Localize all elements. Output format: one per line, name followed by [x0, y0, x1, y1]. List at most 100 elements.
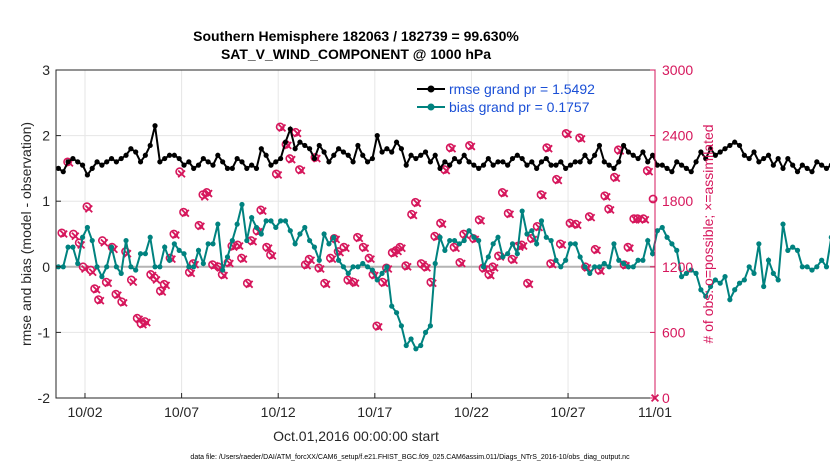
obs-assimilated-point-20 [152, 275, 161, 284]
bias-point-13 [118, 270, 124, 276]
bias-point-40 [249, 215, 255, 221]
obs-assimilated-point-106 [567, 220, 576, 229]
obs-assimilated-point-46 [278, 123, 287, 132]
bias-point-159 [823, 264, 830, 270]
y-axis-left: -2 -1 0 1 2 3 [38, 62, 61, 406]
rmse-point-119 [630, 152, 636, 158]
bias-point-64 [364, 264, 371, 270]
bias-point-104 [558, 264, 564, 270]
bias-point-131 [688, 267, 694, 273]
rmse-point-36 [229, 165, 235, 171]
bias-point-100 [538, 218, 545, 224]
obs-assimilated-point-43 [264, 244, 273, 253]
bias-point-10 [104, 264, 110, 270]
rmse-point-98 [529, 159, 535, 165]
rmse-point-37 [234, 155, 240, 162]
rmse-point-155 [804, 165, 810, 171]
rmse-point-124 [654, 162, 661, 168]
bias-point-158 [819, 257, 825, 263]
obs-assimilated-point-121 [641, 215, 650, 224]
bias-point-111 [592, 264, 598, 270]
bias-point-43 [263, 218, 269, 224]
bias-point-17 [137, 251, 144, 257]
rmse-point-32 [210, 162, 216, 168]
rmse-point-59 [340, 149, 347, 155]
rmse-point-149 [775, 155, 781, 162]
rmse-point-140 [732, 139, 738, 145]
bias-point-146 [761, 283, 767, 290]
bias-point-36 [229, 237, 235, 244]
rmse-point-143 [746, 155, 752, 162]
rmse-point-16 [133, 149, 139, 155]
bias-point-34 [220, 267, 226, 273]
bias-point-94 [509, 241, 516, 247]
rmse-point-115 [611, 165, 617, 171]
rmse-point-147 [765, 152, 772, 158]
bias-point-82 [451, 237, 458, 244]
y-right-tick-label-3: 1800 [662, 193, 693, 209]
rmse-point-60 [345, 152, 351, 158]
obs-assimilated-point-81 [448, 144, 457, 153]
obs-assimilated-point-38 [239, 255, 248, 264]
bias-point-33 [215, 221, 221, 227]
bias-point-156 [809, 267, 815, 273]
rmse-point-40 [249, 162, 255, 168]
bias-series-markers [55, 201, 830, 352]
bias-point-99 [534, 241, 540, 247]
obs-assimilated-point-104 [558, 240, 567, 249]
obs-assimilated-point-59 [341, 244, 350, 253]
rmse-point-108 [577, 159, 583, 165]
rmse-point-76 [422, 149, 429, 155]
obs-assimilated-point-69 [390, 249, 399, 258]
x-tick-label-2: 10/12 [261, 404, 296, 420]
bias-point-137 [717, 280, 723, 286]
bias-point-112 [596, 264, 603, 270]
obs-assimilated-point-12 [113, 291, 122, 300]
rmse-point-64 [364, 159, 371, 165]
rmse-point-14 [123, 152, 129, 158]
rmse-point-44 [268, 162, 274, 168]
bias-point-157 [814, 264, 820, 270]
bias-point-84 [461, 237, 467, 244]
y-left-tick-label-2: 0 [42, 259, 50, 275]
obs-assimilated-point-118 [625, 244, 634, 253]
rmse-point-54 [316, 142, 322, 149]
rmse-point-105 [563, 165, 569, 171]
bias-point-11 [108, 244, 115, 250]
rmse-point-24 [171, 152, 177, 158]
bias-point-151 [785, 247, 791, 253]
rmse-point-56 [326, 159, 332, 165]
rmse-point-159 [823, 165, 830, 171]
x-tick-label-3: 10/17 [357, 404, 392, 420]
rmse-point-154 [799, 162, 805, 168]
obs-assimilated-point-40 [249, 237, 258, 246]
bias-point-81 [447, 237, 453, 244]
rmse-point-107 [572, 159, 578, 165]
obs-assimilated-point-62 [355, 234, 364, 243]
rmse-point-153 [794, 169, 801, 175]
bias-point-6 [84, 224, 90, 231]
bias-point-12 [113, 264, 119, 270]
bias-point-107 [572, 241, 578, 247]
rmse-point-122 [645, 159, 651, 165]
rmse-point-78 [432, 152, 438, 158]
obs-assimilated-point-107 [573, 221, 582, 230]
bias-point-69 [389, 303, 395, 309]
obs-assimilated-point-42 [258, 207, 267, 216]
y-right-tick-label-4: 2400 [662, 128, 693, 144]
rmse-point-6 [84, 172, 90, 178]
bias-point-96 [519, 208, 525, 214]
rmse-point-72 [403, 162, 409, 168]
rmse-point-118 [625, 149, 632, 155]
rmse-point-34 [220, 159, 226, 165]
bias-point-106 [567, 241, 574, 247]
bias-point-56 [326, 241, 332, 247]
bias-point-49 [292, 241, 298, 247]
obs-assimilated-point-16 [135, 315, 144, 324]
bias-point-51 [302, 224, 308, 231]
bias-point-134 [703, 293, 709, 299]
bias-point-37 [234, 221, 240, 227]
rmse-point-23 [166, 152, 173, 158]
rmse-point-129 [678, 162, 685, 168]
bias-point-14 [123, 237, 129, 244]
